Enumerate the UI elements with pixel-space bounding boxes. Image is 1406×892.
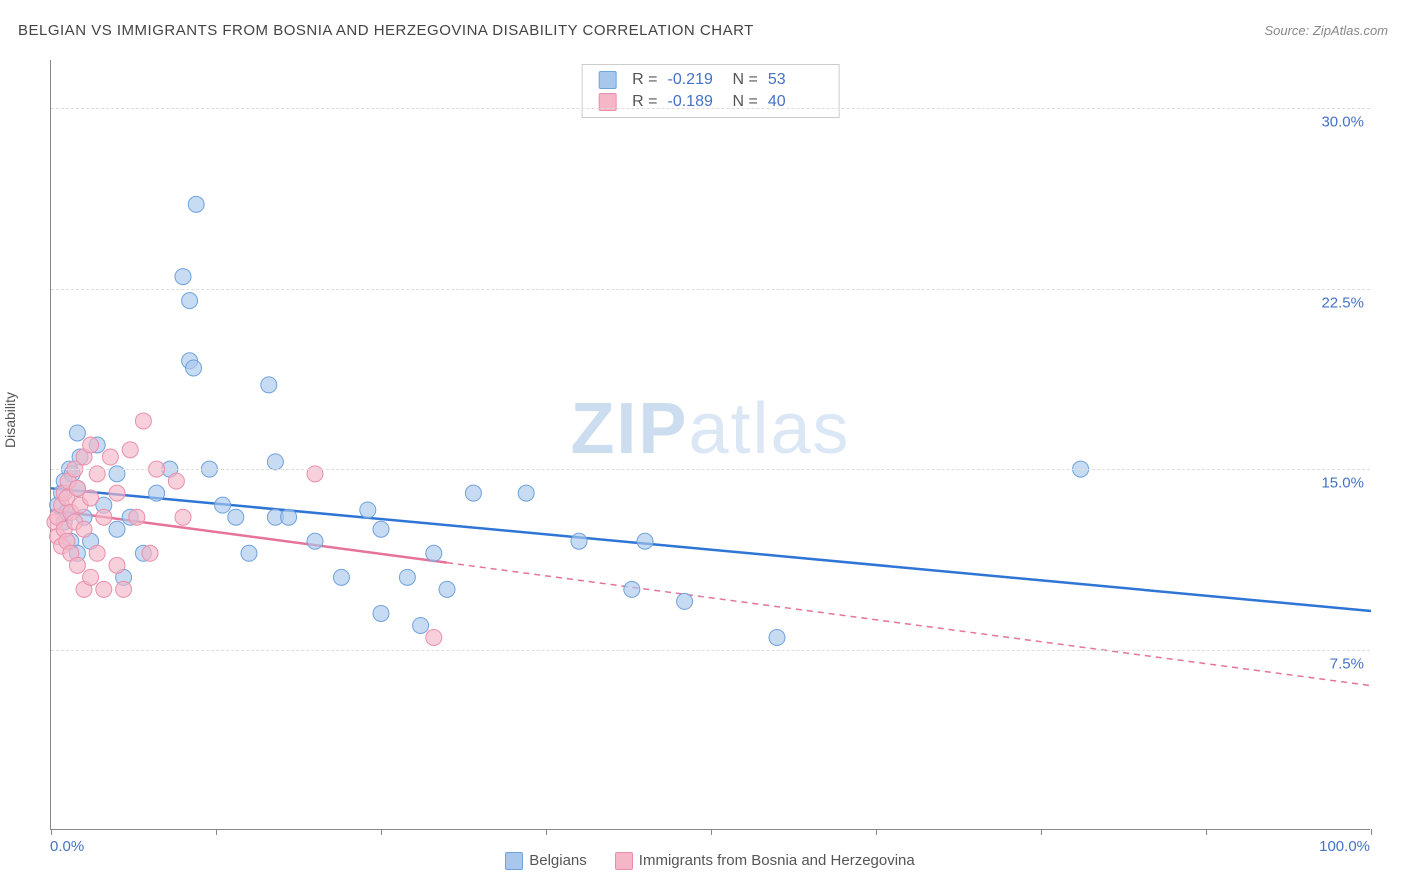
data-point <box>188 196 204 212</box>
data-point <box>637 533 653 549</box>
data-point <box>769 630 785 646</box>
data-point <box>96 581 112 597</box>
x-tick <box>876 829 877 835</box>
data-point <box>267 454 283 470</box>
data-point <box>307 533 323 549</box>
x-tick <box>711 829 712 835</box>
data-point <box>215 497 231 513</box>
data-point <box>109 521 125 537</box>
x-tick <box>51 829 52 835</box>
n-label: N = <box>733 71 758 89</box>
data-point <box>261 377 277 393</box>
data-point <box>129 509 145 525</box>
data-point <box>149 485 165 501</box>
stats-row: R =-0.189N =40 <box>598 91 823 113</box>
x-tick <box>381 829 382 835</box>
data-point <box>333 569 349 585</box>
data-point <box>186 360 202 376</box>
data-point <box>413 617 429 633</box>
regression-line-dashed <box>447 563 1371 686</box>
gridline-h <box>51 469 1370 470</box>
data-point <box>175 509 191 525</box>
data-point <box>69 557 85 573</box>
legend-item: Immigrants from Bosnia and Herzegovina <box>615 852 915 870</box>
data-point <box>426 545 442 561</box>
data-point <box>102 449 118 465</box>
data-point <box>360 502 376 518</box>
data-point <box>182 293 198 309</box>
data-point <box>168 473 184 489</box>
data-point <box>69 425 85 441</box>
stats-legend-box: R = -0.219 N = 53 R =-0.189N =40 <box>581 64 840 118</box>
data-point <box>439 581 455 597</box>
legend-item: Belgians <box>505 852 587 870</box>
data-point <box>175 269 191 285</box>
data-point <box>109 485 125 501</box>
data-point <box>399 569 415 585</box>
legend-label: Belgians <box>529 852 587 869</box>
x-tick <box>546 829 547 835</box>
data-point <box>465 485 481 501</box>
data-point <box>83 490 99 506</box>
data-point <box>518 485 534 501</box>
data-point <box>624 581 640 597</box>
y-tick-label: 7.5% <box>1330 655 1364 672</box>
data-point <box>228 509 244 525</box>
data-point <box>83 437 99 453</box>
source-label: Source: ZipAtlas.com <box>1264 23 1388 38</box>
data-point <box>76 521 92 537</box>
data-point <box>571 533 587 549</box>
data-point <box>677 593 693 609</box>
data-point <box>96 509 112 525</box>
legend-label: Immigrants from Bosnia and Herzegovina <box>639 852 915 869</box>
legend-swatch <box>505 852 523 870</box>
data-point <box>373 521 389 537</box>
legend-swatch <box>615 852 633 870</box>
data-point <box>281 509 297 525</box>
data-point <box>241 545 257 561</box>
data-point <box>426 630 442 646</box>
data-point <box>116 581 132 597</box>
chart-title: BELGIAN VS IMMIGRANTS FROM BOSNIA AND HE… <box>18 22 754 39</box>
y-tick-label: 30.0% <box>1321 114 1364 131</box>
data-point <box>373 605 389 621</box>
gridline-h <box>51 650 1370 651</box>
stats-row: R = -0.219 N = 53 <box>598 69 823 91</box>
gridline-h <box>51 289 1370 290</box>
y-tick-label: 15.0% <box>1321 475 1364 492</box>
y-axis-title: Disability <box>2 392 18 448</box>
data-point <box>142 545 158 561</box>
plot-area: ZIPatlas R =-0.219N =53R =-0.189N =40 7.… <box>50 60 1370 830</box>
n-value: 53 <box>768 71 823 89</box>
plot-svg <box>51 60 1370 829</box>
y-tick-label: 22.5% <box>1321 294 1364 311</box>
data-point <box>69 480 85 496</box>
x-tick <box>1206 829 1207 835</box>
data-point <box>135 413 151 429</box>
x-tick <box>216 829 217 835</box>
r-label: R = <box>632 71 657 89</box>
r-value: -0.219 <box>668 71 723 89</box>
bottom-legend: Belgians Immigrants from Bosnia and Herze… <box>50 852 1370 870</box>
data-point <box>89 545 105 561</box>
gridline-h <box>51 108 1370 109</box>
data-point <box>83 569 99 585</box>
data-point <box>109 557 125 573</box>
data-point <box>122 442 138 458</box>
x-tick <box>1041 829 1042 835</box>
legend-swatch <box>598 71 616 89</box>
x-tick <box>1371 829 1372 835</box>
